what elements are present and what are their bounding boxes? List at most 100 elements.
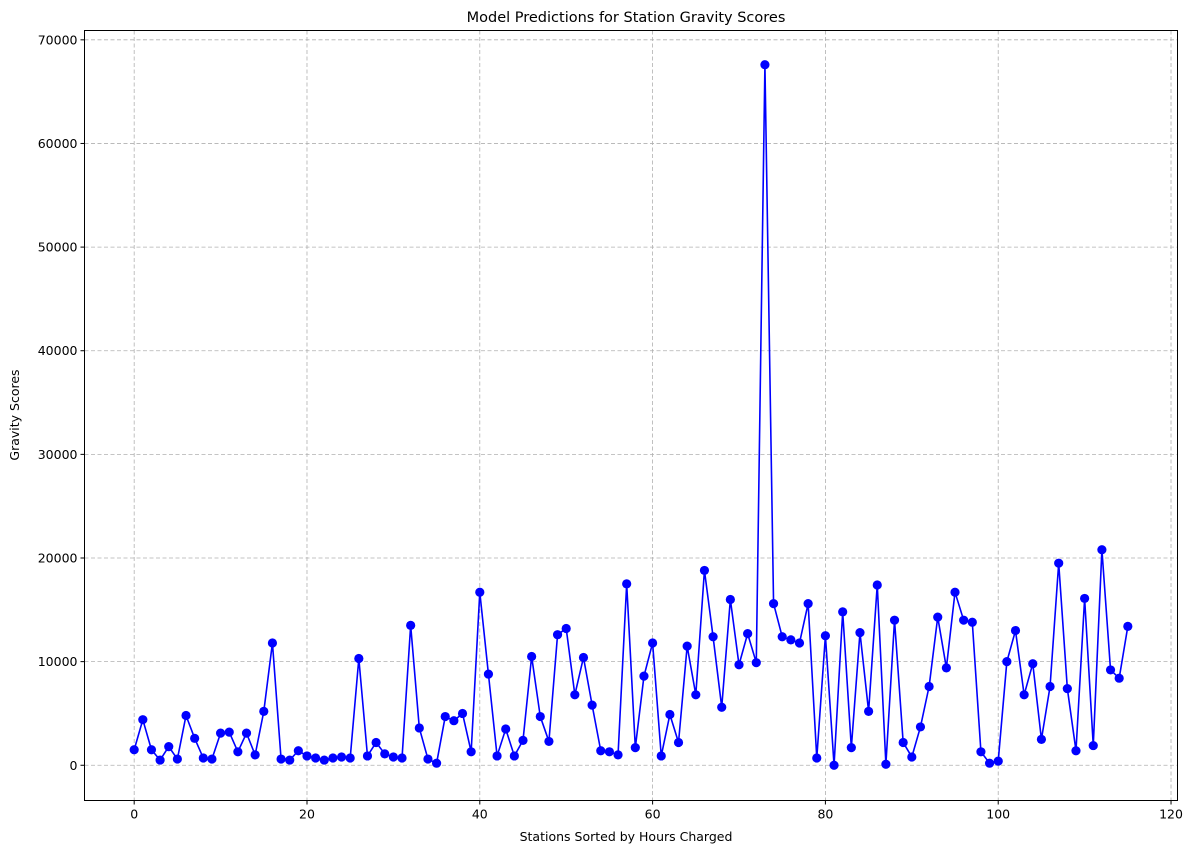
data-point xyxy=(535,711,545,722)
x-tick-label: 40 xyxy=(472,807,488,822)
data-point xyxy=(509,751,519,761)
data-point xyxy=(1036,734,1047,744)
grid xyxy=(84,30,1178,801)
data-point xyxy=(734,660,744,670)
data-point xyxy=(803,598,813,609)
data-point xyxy=(820,631,831,641)
data-point xyxy=(215,728,226,738)
data-point xyxy=(431,758,442,768)
data-point xyxy=(673,737,684,748)
y-axis-label: Gravity Scores xyxy=(7,369,22,460)
data-point xyxy=(466,747,476,757)
data-point xyxy=(967,617,977,627)
data-point xyxy=(907,752,917,762)
data-point xyxy=(846,743,856,753)
y-tick-label: 30000 xyxy=(38,447,78,462)
data-point xyxy=(362,751,373,761)
x-axis-label: Stations Sorted by Hours Charged xyxy=(520,829,733,844)
data-point xyxy=(146,745,157,755)
data-point xyxy=(699,565,710,576)
data-point xyxy=(492,751,502,761)
y-tick-label: 50000 xyxy=(38,240,78,255)
data-point xyxy=(457,708,468,719)
data-point xyxy=(613,750,623,760)
data-point xyxy=(328,753,338,763)
data-point xyxy=(414,723,424,733)
data-point xyxy=(708,632,718,642)
x-tick-label: 120 xyxy=(1159,807,1183,822)
y-tick-label: 70000 xyxy=(38,32,78,47)
data-point xyxy=(855,628,865,638)
data-point xyxy=(656,751,666,761)
data-point xyxy=(751,658,761,668)
data-point xyxy=(768,598,779,609)
data-point xyxy=(406,620,416,630)
data-point xyxy=(172,754,182,764)
data-point xyxy=(440,711,450,722)
data-point xyxy=(276,754,286,764)
data-point xyxy=(578,652,589,663)
data-point xyxy=(483,669,494,679)
data-point xyxy=(630,743,640,753)
data-point xyxy=(1123,621,1133,631)
data-point xyxy=(665,709,675,720)
data-point xyxy=(354,653,364,664)
data-point xyxy=(267,638,278,648)
data-point xyxy=(924,681,934,692)
data-point xyxy=(129,745,139,755)
x-tick-label: 100 xyxy=(986,807,1010,822)
data-point xyxy=(838,607,848,617)
data-point xyxy=(371,737,381,748)
data-point xyxy=(181,710,191,721)
data-point xyxy=(976,747,986,757)
data-point xyxy=(1054,558,1064,568)
data-point xyxy=(898,737,908,748)
y-tick-label: 10000 xyxy=(38,654,78,669)
data-point xyxy=(760,60,770,70)
data-point xyxy=(743,629,753,639)
data-point xyxy=(285,755,295,765)
data-point xyxy=(224,727,234,737)
series-line xyxy=(133,63,1129,767)
chart-title: Model Predictions for Station Gravity Sc… xyxy=(467,10,786,26)
data-point xyxy=(302,751,312,761)
data-point xyxy=(527,651,537,662)
data-point xyxy=(639,671,649,681)
data-point xyxy=(449,716,459,726)
data-point xyxy=(1045,681,1055,692)
data-point xyxy=(604,747,614,757)
data-point xyxy=(872,580,882,590)
data-point xyxy=(587,700,597,710)
data-point xyxy=(380,749,390,759)
data-point xyxy=(691,690,701,700)
data-point xyxy=(198,753,208,763)
data-point xyxy=(475,587,485,597)
data-point xyxy=(777,632,787,642)
data-point xyxy=(717,702,727,712)
data-point xyxy=(207,754,217,764)
data-point xyxy=(518,735,528,745)
data-point xyxy=(544,736,554,747)
data-point xyxy=(561,623,571,634)
data-point xyxy=(794,638,805,648)
data-point xyxy=(388,752,398,762)
data-point xyxy=(993,756,1003,766)
data-point xyxy=(293,746,303,756)
data-point xyxy=(570,690,580,700)
data-point xyxy=(933,612,943,622)
series xyxy=(129,60,1133,770)
y-tick-label: 20000 xyxy=(38,550,78,565)
data-point xyxy=(552,630,563,640)
data-point xyxy=(829,760,839,770)
data-point xyxy=(682,641,692,651)
y-tick-label: 60000 xyxy=(38,136,78,151)
data-point xyxy=(1105,665,1116,675)
data-point xyxy=(1114,673,1124,683)
data-point xyxy=(725,594,735,605)
data-point xyxy=(1062,683,1072,694)
data-point xyxy=(311,753,321,763)
data-point xyxy=(881,759,891,769)
data-point xyxy=(397,753,407,763)
x-tick-label: 60 xyxy=(645,807,661,822)
